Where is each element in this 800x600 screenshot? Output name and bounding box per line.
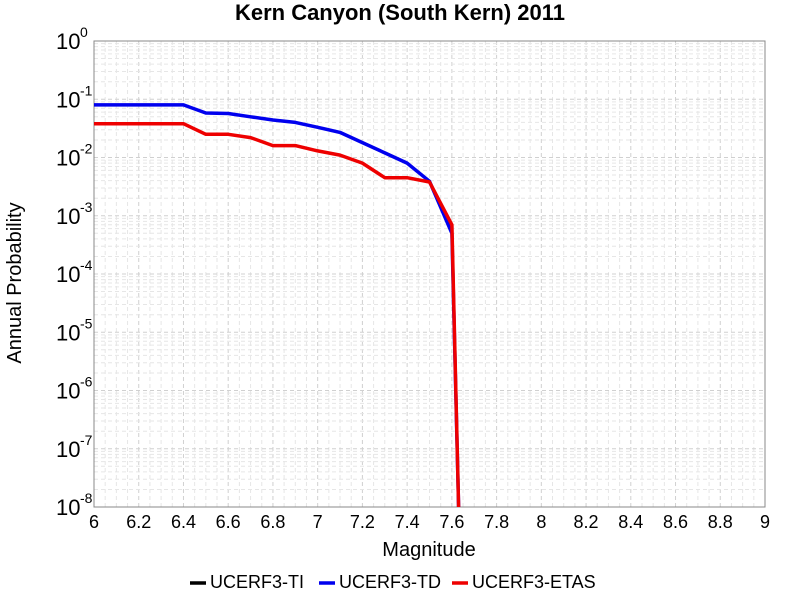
y-tick-exponent: -3: [80, 199, 93, 215]
legend-item-ucerf3-td: UCERF3-TD: [319, 572, 441, 592]
y-tick-label: 10 -4: [56, 257, 93, 287]
series-layer: [94, 103, 461, 508]
x-tick-label: 7.6: [439, 512, 464, 532]
x-tick-label: 6.6: [216, 512, 241, 532]
y-tick-base: 10: [56, 146, 80, 171]
legend: UCERF3-TI UCERF3-TD UCERF3-ETAS: [190, 572, 596, 592]
y-tick-base: 10: [56, 320, 80, 345]
x-tick-label: 7.2: [350, 512, 375, 532]
y-tick-exponent: -8: [80, 490, 93, 506]
y-tick-base: 10: [56, 87, 80, 112]
plot-area-border: [93, 40, 766, 508]
y-tick-exponent: -2: [80, 141, 93, 157]
y-axis-label: Annual Probability: [4, 202, 26, 363]
y-tick-label: 10 -1: [56, 82, 93, 112]
y-tick-base: 10: [56, 437, 80, 462]
y-tick-exponent: 0: [80, 24, 88, 40]
y-tick-exponent: -7: [80, 432, 93, 448]
y-tick-label: 10 -6: [56, 374, 93, 404]
x-tick-label: 6.8: [260, 512, 285, 532]
x-tick-label: 8.8: [708, 512, 733, 532]
y-tick-base: 10: [56, 204, 80, 229]
y-tick-label: 10 -3: [56, 199, 93, 229]
y-tick-label: 10 -2: [56, 141, 93, 171]
legend-label: UCERF3-TD: [339, 572, 441, 592]
x-axis-label: Magnitude: [382, 539, 475, 561]
y-tick-base: 10: [56, 262, 80, 287]
x-tick-label: 9: [760, 512, 770, 532]
x-tick-label: 7: [313, 512, 323, 532]
x-tick-label: 8.4: [618, 512, 643, 532]
legend-label: UCERF3-ETAS: [472, 572, 596, 592]
x-tick-label: 8: [536, 512, 546, 532]
y-tick-base: 10: [56, 379, 80, 404]
series-line-ucerf3-etas: [94, 121, 461, 508]
y-tick-exponent: -1: [80, 82, 93, 98]
x-tick-label: 8.2: [574, 512, 599, 532]
x-tick-label: 8.6: [663, 512, 688, 532]
y-tick-exponent: -5: [80, 315, 93, 331]
y-tick-label: 10 -5: [56, 315, 93, 345]
legend-item-ucerf3-ti: UCERF3-TI: [190, 572, 304, 592]
x-tick-label: 7.4: [395, 512, 420, 532]
x-tick-label: 7.8: [484, 512, 509, 532]
series-line-ucerf3-td: [94, 103, 461, 508]
y-tick-exponent: -6: [80, 374, 93, 390]
x-tick-label: 6: [89, 512, 99, 532]
y-tick-label: 10 -8: [56, 490, 93, 520]
legend-item-ucerf3-etas: UCERF3-ETAS: [452, 572, 596, 592]
y-tick-label: 10 -7: [56, 432, 93, 462]
y-tick-label: 10 0: [56, 24, 88, 54]
chart-title: Kern Canyon (South Kern) 2011: [235, 0, 565, 25]
x-tick-label: 6.2: [126, 512, 151, 532]
legend-label: UCERF3-TI: [210, 572, 304, 592]
y-tick-base: 10: [56, 495, 80, 520]
x-tick-label: 6.4: [171, 512, 196, 532]
y-tick-base: 10: [56, 29, 80, 54]
x-axis-ticks: 6 6.2 6.4 6.6 6.8 7 7.2 7.4 7.6 7.8 8 8.2 8.4 8.6 8.8 9: [89, 512, 770, 532]
grid: [93, 40, 766, 508]
y-tick-exponent: -4: [80, 257, 93, 273]
